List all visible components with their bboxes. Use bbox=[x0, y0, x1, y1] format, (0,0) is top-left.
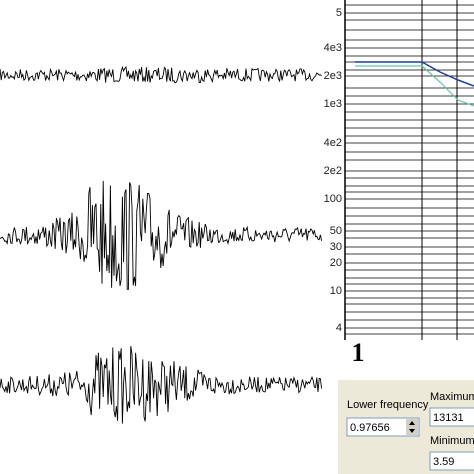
y-tick-label: 4 bbox=[336, 322, 342, 334]
spinner-arrows bbox=[409, 421, 415, 433]
y-tick-label: 50 bbox=[330, 225, 342, 237]
y-tick-label: 2e3 bbox=[324, 70, 342, 82]
curve bbox=[355, 61, 474, 87]
y-tick-label: 1e3 bbox=[324, 98, 342, 110]
y-tick-label: 2e2 bbox=[324, 165, 342, 177]
control-panel: Lower frequency 0.97656 Maximum 13131 Mi… bbox=[338, 380, 474, 474]
seismogram bbox=[0, 180, 323, 290]
input-value: 13131 bbox=[433, 412, 464, 424]
field-label: Lower frequency bbox=[347, 399, 429, 411]
y-tick-label: 4e2 bbox=[324, 137, 342, 149]
x-label: 1 bbox=[352, 338, 365, 367]
y-tick-label: 5 bbox=[336, 7, 342, 19]
y-tick-label: 30 bbox=[330, 241, 342, 253]
field-label: Minimum bbox=[430, 435, 474, 447]
y-tick-label: 10 bbox=[330, 285, 342, 297]
seismogram bbox=[0, 65, 322, 84]
seismogram bbox=[0, 346, 323, 424]
input[interactable] bbox=[429, 451, 474, 471]
input-value: 0.97656 bbox=[350, 422, 390, 434]
input[interactable] bbox=[346, 417, 420, 437]
spectrum-plot: 1 5 4e3 2e3 1e3 4e2 2e2 100 50 30 20 10 4 bbox=[324, 0, 474, 367]
y-tick-label: 100 bbox=[324, 193, 342, 205]
y-tick-label: 20 bbox=[330, 257, 342, 269]
curve bbox=[355, 65, 474, 107]
spinner[interactable] bbox=[406, 419, 418, 435]
input-value: 3.59 bbox=[433, 456, 454, 468]
y-tick-label: 4e3 bbox=[324, 42, 342, 54]
seismograms bbox=[0, 65, 323, 424]
field-label: Maximum bbox=[430, 391, 474, 403]
input[interactable] bbox=[429, 407, 474, 427]
